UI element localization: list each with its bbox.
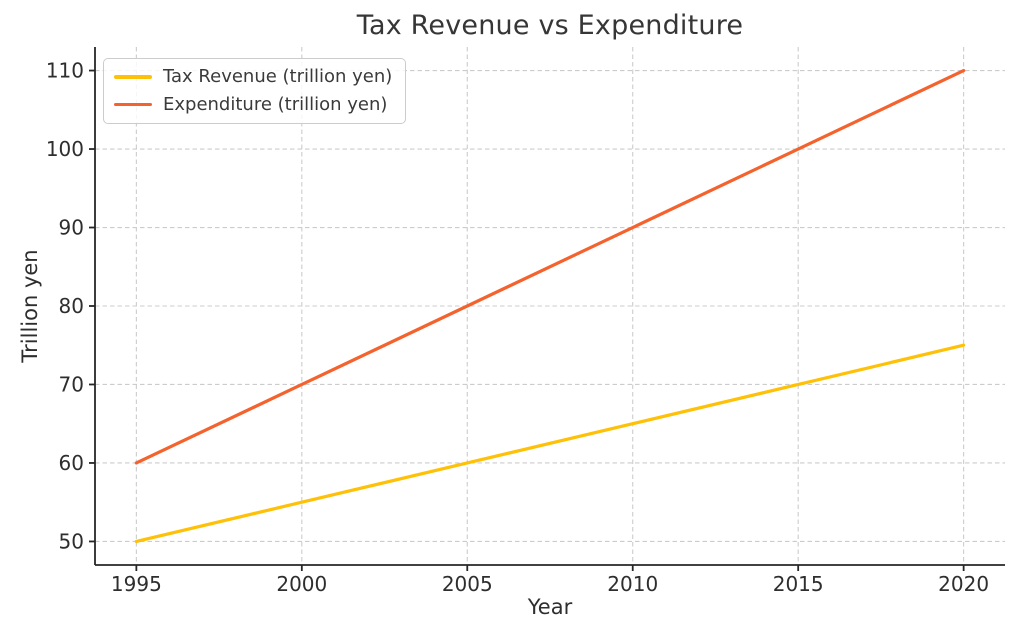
series-line-1 [134, 68, 966, 465]
x-tick-label: 2000 [276, 572, 327, 596]
y-tick-label: 70 [59, 372, 84, 396]
y-tick-label: 110 [46, 59, 84, 83]
y-tick-label: 100 [46, 137, 84, 161]
y-tick-label: 50 [59, 529, 84, 553]
y-axis-label: Trillion yen [18, 249, 42, 363]
y-tick-label: 60 [59, 451, 84, 475]
tax-revenue-line-swatch [114, 75, 152, 79]
series-line-0 [134, 343, 966, 544]
x-tick-label: 2010 [607, 572, 658, 596]
legend: Tax Revenue (trillion yen) Expenditure (… [103, 58, 407, 124]
x-tick-label: 2015 [773, 572, 824, 596]
y-tick-label: 80 [59, 294, 84, 318]
x-tick-label: 1995 [111, 572, 162, 596]
legend-item-expenditure: Expenditure (trillion yen) [114, 93, 392, 115]
expenditure-line-swatch [114, 102, 152, 107]
legend-label-expenditure: Expenditure (trillion yen) [163, 93, 388, 115]
x-tick-label: 2020 [938, 572, 989, 596]
y-tick-label: 90 [59, 216, 84, 240]
x-tick-label: 2005 [442, 572, 493, 596]
chart-title: Tax Revenue vs Expenditure [356, 10, 744, 41]
x-axis-label: Year [527, 595, 573, 619]
legend-label-tax-revenue: Tax Revenue (trillion yen) [163, 66, 393, 87]
legend-item-tax-revenue: Tax Revenue (trillion yen) [114, 67, 392, 87]
